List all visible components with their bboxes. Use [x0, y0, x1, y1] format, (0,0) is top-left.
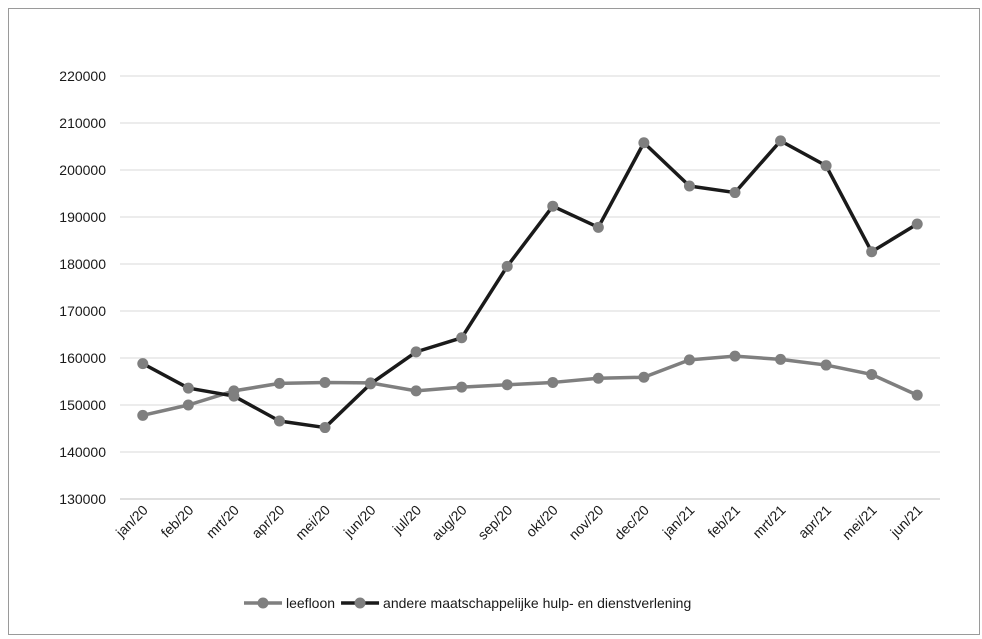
data-point	[729, 350, 741, 362]
y-tick-label: 160000	[59, 350, 106, 366]
legend-marker	[354, 597, 366, 609]
data-point	[319, 422, 331, 434]
data-point	[456, 332, 468, 344]
data-point	[456, 381, 468, 393]
data-point	[911, 218, 923, 230]
data-point	[501, 379, 513, 391]
data-point	[683, 180, 695, 192]
series-2	[137, 135, 923, 434]
y-tick-label: 210000	[59, 115, 106, 131]
data-point	[228, 390, 240, 402]
y-tick-label: 220000	[59, 68, 106, 84]
y-tick-label: 130000	[59, 491, 106, 507]
data-point	[866, 246, 878, 258]
data-point	[182, 399, 194, 411]
y-tick-label: 150000	[59, 397, 106, 413]
legend: leefloon andere maatschappelijke hulp- en…	[244, 595, 691, 611]
legend-item: leefloon	[244, 595, 335, 611]
gridlines	[120, 75, 940, 500]
x-tick-label: sep/20	[474, 502, 515, 543]
data-point	[820, 359, 832, 371]
x-tick-label: jun/21	[886, 502, 925, 541]
y-tick-label: 170000	[59, 303, 106, 319]
data-point	[592, 221, 604, 233]
x-tick-label: mei/20	[292, 502, 333, 543]
data-point	[775, 353, 787, 365]
data-point	[273, 377, 285, 389]
chart-frame	[8, 8, 980, 635]
x-tick-label: apr/20	[248, 502, 288, 542]
data-point	[137, 358, 149, 370]
y-tick-label: 200000	[59, 162, 106, 178]
x-tick-label: feb/20	[158, 502, 197, 541]
data-point	[911, 389, 923, 401]
x-axis-ticks: jan/20 feb/20 mrt/20 apr/20 mei/20 jun/20 jul/…	[112, 502, 926, 544]
data-point	[866, 368, 878, 380]
data-point	[638, 371, 650, 383]
data-point	[501, 260, 513, 272]
data-point	[775, 135, 787, 147]
data-point	[820, 160, 832, 172]
x-tick-label: jan/21	[659, 502, 698, 541]
x-tick-label: mei/21	[839, 502, 880, 543]
x-tick-label: mrt/20	[203, 502, 243, 542]
data-point	[410, 385, 422, 397]
legend-label: andere maatschappelijke hulp- en dienstv…	[383, 595, 691, 611]
y-axis-ticks: 130000 140000 150000 160000 170000 180000 1900…	[59, 68, 106, 507]
data-point	[683, 354, 695, 366]
data-point	[319, 376, 331, 388]
y-tick-label: 180000	[59, 256, 106, 272]
data-point	[137, 409, 149, 421]
x-tick-label: dec/20	[611, 502, 652, 543]
series-line	[141, 139, 919, 430]
x-tick-label: jun/20	[340, 502, 379, 541]
data-point	[273, 415, 285, 427]
x-tick-label: nov/20	[565, 502, 606, 543]
x-tick-label: mrt/21	[749, 502, 789, 542]
legend-item: andere maatschappelijke hulp- en dienstv…	[341, 595, 691, 611]
data-point	[592, 372, 604, 384]
data-point	[182, 382, 194, 394]
y-tick-label: 140000	[59, 444, 106, 460]
series-line	[141, 354, 919, 418]
x-tick-label: okt/20	[523, 502, 561, 540]
data-point	[365, 378, 377, 390]
data-point	[638, 137, 650, 149]
data-point	[729, 187, 741, 199]
data-point	[547, 200, 559, 212]
x-tick-label: jan/20	[112, 502, 151, 541]
data-point	[547, 376, 559, 388]
data-point	[410, 346, 422, 358]
legend-label: leefloon	[286, 595, 335, 611]
series-layer	[137, 135, 923, 434]
x-tick-label: jul/20	[389, 502, 425, 538]
x-tick-label: feb/21	[704, 502, 743, 541]
x-tick-label: aug/20	[428, 502, 470, 544]
legend-marker	[257, 597, 269, 609]
y-tick-label: 190000	[59, 209, 106, 225]
x-tick-label: apr/21	[795, 502, 835, 542]
series-1	[137, 350, 923, 421]
